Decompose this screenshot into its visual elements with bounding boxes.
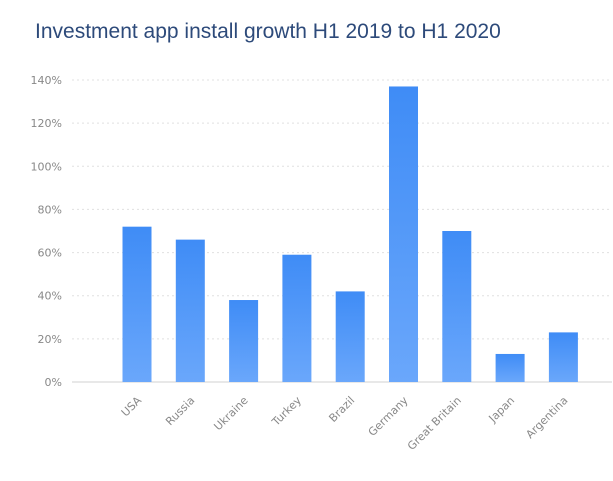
- x-tick-label: Germany: [366, 394, 411, 439]
- bar-great-britain: [442, 231, 472, 382]
- chart-title: Investment app install growth H1 2019 to…: [35, 20, 501, 43]
- x-tick-label: Turkey: [269, 394, 305, 430]
- y-tick-label: 60%: [38, 247, 62, 260]
- bar-japan: [495, 353, 525, 382]
- x-axis: USA Russia Ukraine Turkey Brazil GermanyGreat…: [119, 394, 571, 453]
- y-axis: 0% 20% 40% 60% 80% 100% 120% 140%: [31, 74, 62, 389]
- y-tick-label: 140%: [31, 74, 62, 87]
- y-tick-label: 120%: [31, 117, 62, 130]
- x-tick-label: USA: [119, 394, 145, 420]
- x-tick-label: Ukraine: [211, 394, 250, 433]
- bar-argentina: [548, 332, 578, 382]
- x-tick-label: Argentina: [523, 394, 570, 441]
- bar-usa: [122, 226, 152, 382]
- bar-russia: [175, 239, 205, 382]
- bar-brazil: [335, 291, 365, 382]
- y-tick-label: 80%: [38, 203, 62, 216]
- x-tick-label: Brazil: [326, 394, 357, 425]
- x-tick-label: Japan: [486, 394, 518, 426]
- bars: [122, 86, 578, 382]
- y-tick-label: 40%: [38, 290, 62, 303]
- y-tick-label: 100%: [31, 160, 62, 173]
- bar-ukraine: [229, 300, 259, 382]
- x-tick-label: Russia: [163, 394, 197, 428]
- x-tick-label: Great Britain: [405, 394, 464, 453]
- bar-germany: [389, 86, 418, 382]
- y-tick-label: 0%: [45, 376, 62, 389]
- bar-turkey: [282, 254, 312, 382]
- y-tick-label: 20%: [38, 333, 62, 346]
